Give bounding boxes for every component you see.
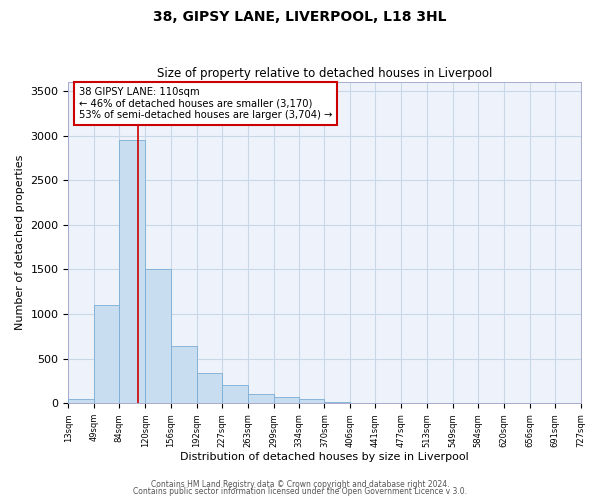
Bar — [248, 394, 274, 404]
Bar — [68, 399, 94, 404]
Bar — [197, 373, 222, 404]
Text: Contains public sector information licensed under the Open Government Licence v : Contains public sector information licen… — [133, 488, 467, 496]
Text: Contains HM Land Registry data © Crown copyright and database right 2024.: Contains HM Land Registry data © Crown c… — [151, 480, 449, 489]
Title: Size of property relative to detached houses in Liverpool: Size of property relative to detached ho… — [157, 66, 492, 80]
Bar — [145, 268, 171, 404]
X-axis label: Distribution of detached houses by size in Liverpool: Distribution of detached houses by size … — [180, 452, 469, 462]
Text: 38 GIPSY LANE: 110sqm
← 46% of detached houses are smaller (3,170)
53% of semi-d: 38 GIPSY LANE: 110sqm ← 46% of detached … — [79, 87, 332, 120]
Bar — [299, 399, 325, 404]
Text: 38, GIPSY LANE, LIVERPOOL, L18 3HL: 38, GIPSY LANE, LIVERPOOL, L18 3HL — [153, 10, 447, 24]
Bar — [171, 346, 197, 404]
Bar — [274, 396, 299, 404]
Bar — [222, 385, 248, 404]
Y-axis label: Number of detached properties: Number of detached properties — [15, 155, 25, 330]
Bar — [94, 305, 119, 404]
Bar — [325, 402, 350, 404]
Bar — [119, 140, 145, 404]
